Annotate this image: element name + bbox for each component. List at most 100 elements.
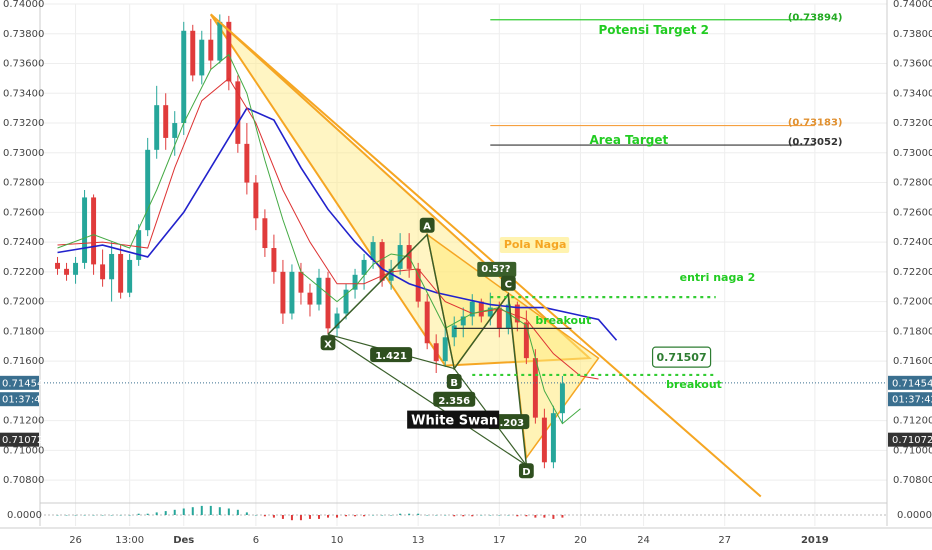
price-tick-right: 0.71000 xyxy=(893,445,932,456)
candle-body xyxy=(73,262,79,275)
oscillator-bar xyxy=(164,511,167,515)
oscillator-bar xyxy=(534,515,537,518)
candle-body xyxy=(271,248,277,272)
price-tick-left: 0.74000 xyxy=(3,0,44,10)
price-axis-left[interactable]: 0.74000 0.73800 0.73600 0.73400 0.73200 0.730… xyxy=(0,0,48,526)
oscillator-bar xyxy=(83,515,86,516)
oscillator-bar xyxy=(462,515,465,517)
annotation-text: Potensi Target 2 xyxy=(598,23,709,37)
annotation-bg xyxy=(477,261,517,277)
price-tag-left-text: 0.71072 xyxy=(2,435,43,446)
oscillator-bar xyxy=(498,515,501,516)
oscillator-bar xyxy=(317,515,320,519)
xabcd-diagonal xyxy=(327,333,527,466)
oscillator-bar xyxy=(137,513,140,515)
oscillator-bar xyxy=(200,505,203,515)
candle-body xyxy=(307,292,313,305)
price-tick-left: 0.72600 xyxy=(3,207,44,218)
price-tick-left: 0.73400 xyxy=(3,88,44,99)
price-tick-left: 0.71000 xyxy=(3,445,44,456)
candle-body xyxy=(262,218,268,249)
price-tag-right-text: 0.71454 xyxy=(892,378,932,389)
moving-average-line xyxy=(57,77,599,380)
annotation-text: (0.73183) xyxy=(788,118,843,129)
oscillator-bar xyxy=(74,515,77,516)
price-tick-right: 0.73400 xyxy=(893,88,932,99)
price-tag-right xyxy=(888,392,932,407)
oscillator-bar xyxy=(435,515,438,516)
oscillator-tick-left: 0.0000 xyxy=(7,510,42,521)
candle-body xyxy=(532,358,538,418)
candle-body xyxy=(199,39,205,76)
price-tick-left: 0.73000 xyxy=(3,148,44,159)
pattern-label-box xyxy=(320,335,336,351)
oscillator-bar xyxy=(173,509,176,515)
candle-body xyxy=(469,301,475,317)
pattern-label-box xyxy=(518,463,534,479)
price-tick-right: 0.72800 xyxy=(893,178,932,189)
oscillator-bar xyxy=(471,515,474,517)
time-tick: 6 xyxy=(253,535,259,546)
oscillator-bar xyxy=(507,515,510,516)
pattern-label: A xyxy=(423,222,431,233)
oscillator-bar xyxy=(272,515,275,518)
annotation-text: 0.5?? xyxy=(481,264,511,275)
annotation-text: (0.73052) xyxy=(788,137,843,148)
candle-body xyxy=(226,21,232,82)
oscillator-bar xyxy=(56,515,59,516)
oscillator-bar xyxy=(453,515,456,517)
time-axis[interactable]: 26 13:00 Des 6 10 13 17 20 24 27 2019 xyxy=(0,527,932,546)
oscillator-bar xyxy=(119,515,122,516)
candle-body xyxy=(361,259,367,275)
pattern-label: 1.421 xyxy=(375,351,407,362)
candle-body xyxy=(334,313,340,329)
pattern-label: C xyxy=(505,280,512,291)
oscillator-bar xyxy=(426,515,429,516)
time-tick: 27 xyxy=(718,535,731,546)
price-tick-left: 0.72400 xyxy=(3,237,44,248)
price-tick-left: 0.72800 xyxy=(3,178,44,189)
oscillator-bar xyxy=(372,515,375,516)
oscillator-bar xyxy=(191,507,194,515)
oscillator-bar xyxy=(480,515,483,516)
pattern-label-box xyxy=(500,275,516,291)
price-tick-left: 0.70800 xyxy=(3,475,44,486)
price-tick-right: 0.71800 xyxy=(893,326,932,337)
candle-body xyxy=(415,268,421,302)
pattern-lines xyxy=(44,13,887,498)
price-tick-left: 0.71600 xyxy=(3,356,44,367)
pattern-label-box xyxy=(419,217,435,233)
pattern-label: X xyxy=(324,339,332,350)
oscillator-bar xyxy=(336,515,339,518)
price-tag-left-text: 0.71454 xyxy=(2,378,43,389)
price-axis-right[interactable]: 0.74000 0.73800 0.73600 0.73400 0.73200 0.730… xyxy=(886,0,932,526)
oscillator-bar xyxy=(552,515,555,519)
pattern-label: 2.203 xyxy=(493,418,525,429)
moving-average-line xyxy=(57,107,618,341)
time-tick: 2019 xyxy=(801,535,829,546)
oscillator-bar xyxy=(227,508,230,515)
candle-body xyxy=(478,301,484,317)
price-tag-right-text: 01:37:42 xyxy=(892,395,932,406)
candle-body xyxy=(253,182,259,219)
price-tick-right: 0.72600 xyxy=(893,207,932,218)
candle-body xyxy=(91,197,97,265)
time-tick: 24 xyxy=(637,535,650,546)
candle-body xyxy=(433,343,439,362)
annotation-text: breakout xyxy=(535,314,591,327)
oscillator-bar xyxy=(363,515,366,517)
oscillator-bar xyxy=(110,515,113,516)
candle-body xyxy=(325,277,331,329)
candle-body xyxy=(235,81,241,144)
candle-body xyxy=(370,242,376,260)
candle-body xyxy=(127,259,133,293)
candle-body xyxy=(181,30,187,124)
time-tick: 26 xyxy=(69,535,82,546)
pattern-fills xyxy=(209,13,600,460)
price-tick-right: 0.74000 xyxy=(893,0,932,10)
annotation-text: (0.73894) xyxy=(788,12,843,23)
oscillator-bar xyxy=(281,515,284,519)
oscillator-bar xyxy=(381,515,384,516)
price-tick-right: 0.73000 xyxy=(893,148,932,159)
pattern-label: B xyxy=(450,378,458,389)
